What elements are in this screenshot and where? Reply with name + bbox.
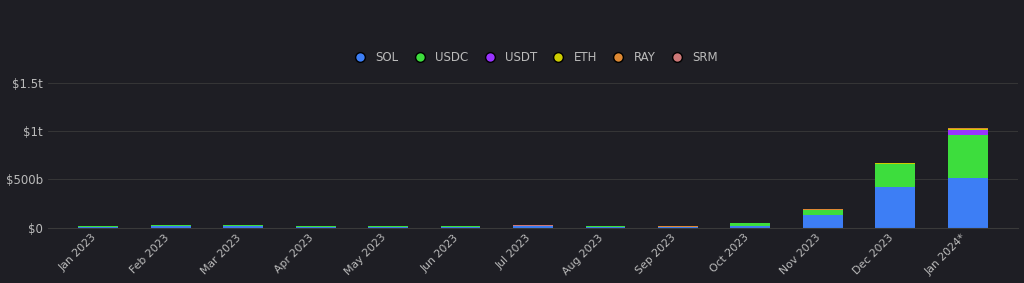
Bar [948, 135, 988, 177]
Bar [948, 129, 988, 130]
Legend: SOL, USDC, USDT, ETH, RAY, SRM: SOL, USDC, USDT, ETH, RAY, SRM [346, 49, 720, 67]
Bar [151, 226, 190, 228]
Bar [586, 226, 626, 227]
Bar [78, 226, 118, 227]
Bar [513, 226, 553, 228]
Bar [296, 227, 336, 228]
Bar [586, 227, 626, 228]
Bar [803, 210, 843, 215]
Bar [948, 177, 988, 228]
Bar [440, 226, 480, 227]
Bar [948, 128, 988, 129]
Bar [369, 227, 408, 228]
Bar [440, 227, 480, 228]
Bar [876, 164, 915, 187]
Bar [948, 130, 988, 135]
Bar [296, 226, 336, 227]
Bar [730, 226, 770, 228]
Bar [876, 187, 915, 228]
Bar [223, 226, 263, 228]
Bar [78, 227, 118, 228]
Bar [730, 223, 770, 226]
Bar [223, 225, 263, 226]
Bar [369, 226, 408, 227]
Bar [876, 163, 915, 164]
Bar [803, 215, 843, 228]
Bar [658, 227, 697, 228]
